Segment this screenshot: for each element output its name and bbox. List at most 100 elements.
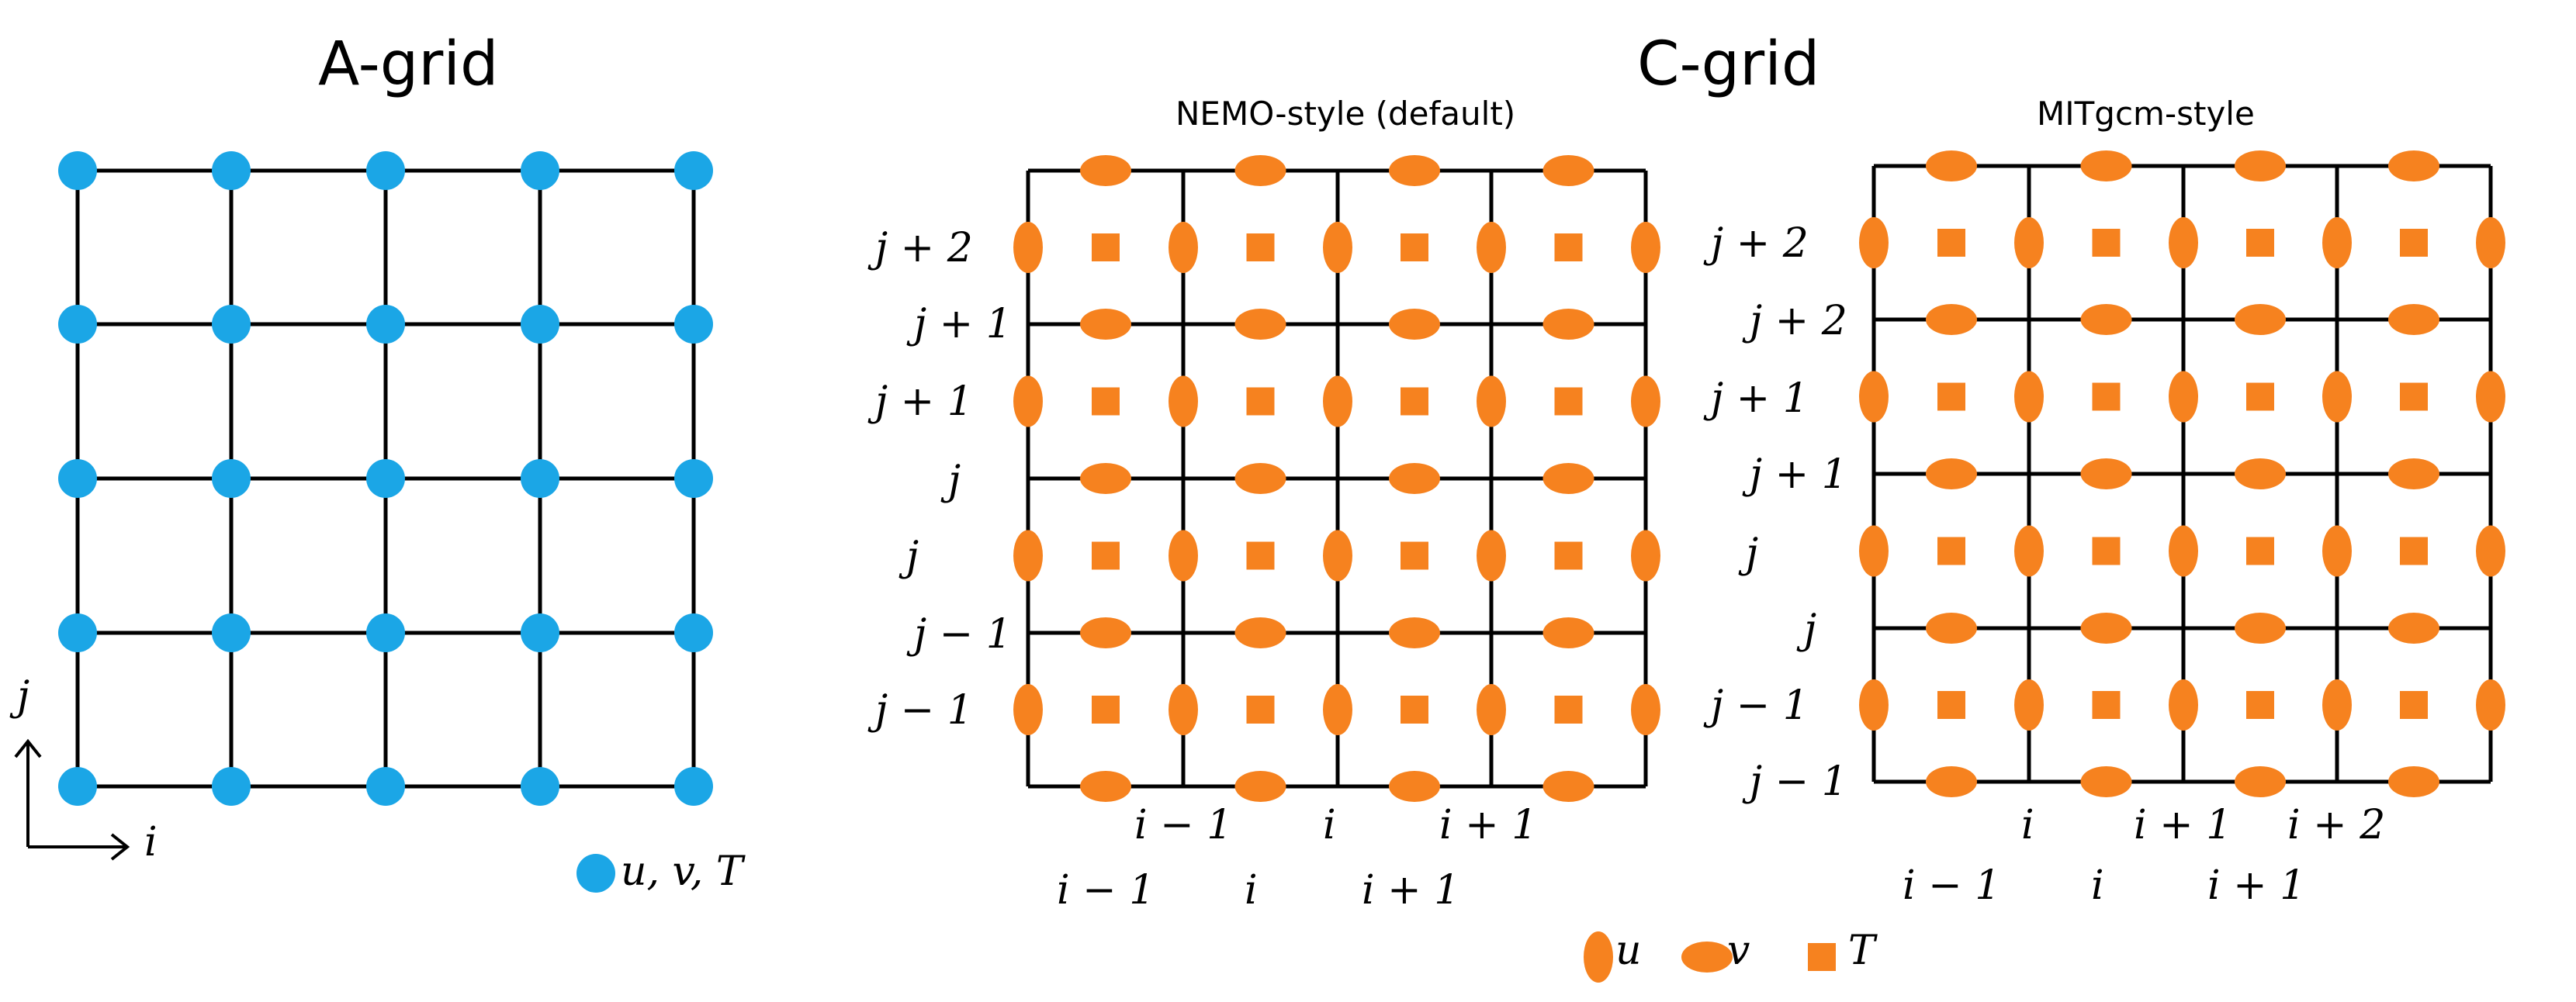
agrid-node [58, 613, 97, 652]
nemo-t-point [1401, 696, 1428, 724]
mitgcm-v-point [1926, 150, 1977, 181]
nemo-v-point [1080, 617, 1131, 648]
mitgcm-col-label: i + 1 [2207, 862, 2306, 909]
nemo-v-point [1234, 617, 1286, 648]
nemo-t-point [1401, 233, 1428, 261]
mitgcm-v-point [2235, 304, 2286, 335]
mitgcm-v-point [1926, 458, 1977, 489]
nemo-row-label: j + 1 [914, 301, 1012, 347]
mitgcm-v-point [2080, 613, 2132, 644]
mitgcm-v-point [2388, 304, 2439, 335]
nemo-u-point [1477, 530, 1506, 582]
mitgcm-t-point [1937, 537, 1965, 565]
mitgcm-subtitle: MITgcm-style [2037, 95, 2255, 133]
legend-u-label: u [1615, 928, 1642, 974]
nemo-t-point [1246, 696, 1275, 724]
nemo-u-point [1169, 222, 1198, 273]
mitgcm-u-point [2322, 371, 2352, 423]
mitgcm-v-point [2388, 766, 2439, 797]
nemo-u-point [1013, 375, 1043, 427]
nemo-t-point [1554, 233, 1583, 261]
nemo-col-label: i − 1 [1057, 867, 1155, 914]
nemo-u-point [1323, 375, 1352, 427]
nemo-v-point [1389, 155, 1440, 186]
cgrid-title: C-grid [1637, 29, 1820, 99]
nemo-u-point [1169, 530, 1198, 582]
mitgcm-u-point [2014, 679, 2044, 731]
mitgcm-u-point [2014, 525, 2044, 577]
agrid-node [521, 305, 559, 344]
mitgcm-col-label: i [2021, 802, 2034, 848]
mitgcm-u-point [2014, 371, 2044, 423]
nemo-t-point [1092, 387, 1120, 416]
nemo-v-point [1234, 155, 1286, 186]
nemo-u-point [1631, 375, 1660, 427]
mitgcm-v-point [1926, 304, 1977, 335]
nemo-row-label: j [906, 534, 919, 580]
nemo-u-point [1013, 530, 1043, 582]
mitgcm-u-point [2322, 217, 2352, 268]
nemo-u-point [1477, 375, 1506, 427]
mitgcm-u-point [2322, 679, 2352, 731]
nemo-row-label: j − 1 [875, 687, 973, 734]
legend-u-symbol [1584, 931, 1613, 983]
nemo-u-point [1477, 222, 1506, 273]
mitgcm-v-point [2080, 150, 2132, 181]
mitgcm-t-point [2246, 382, 2274, 411]
legend-v-label: v [1727, 928, 1750, 974]
mitgcm-v-point [1926, 613, 1977, 644]
mitgcm-t-point [2246, 691, 2274, 719]
nemo-u-point [1169, 375, 1198, 427]
agrid-node [58, 305, 97, 344]
nemo-v-point [1234, 309, 1286, 340]
mitgcm-u-point [2169, 371, 2198, 423]
mitgcm-v-point [2080, 304, 2132, 335]
nemo-u-point [1631, 222, 1660, 273]
agrid-node [674, 151, 713, 190]
nemo-v-point [1234, 463, 1286, 494]
agrid-node [674, 305, 713, 344]
mitgcm-u-point [2322, 525, 2352, 577]
agrid-legend-dot [576, 854, 615, 893]
mitgcm-v-point [2235, 613, 2286, 644]
mitgcm-v-point [2388, 458, 2439, 489]
agrid-node [212, 151, 251, 190]
nemo-t-point [1246, 387, 1275, 416]
mitgcm-v-point [1926, 766, 1977, 797]
mitgcm-t-point [2400, 229, 2428, 257]
legend-t-label: T [1848, 928, 1875, 974]
agrid-node [521, 459, 559, 498]
mitgcm-u-point [1859, 371, 1889, 423]
agrid-legend-label: u, v, T [621, 848, 743, 895]
nemo-v-point [1542, 155, 1594, 186]
nemo-t-point [1554, 387, 1583, 416]
nemo-u-point [1013, 684, 1043, 735]
nemo-t-point [1401, 387, 1428, 416]
nemo-col-label: i + 1 [1439, 802, 1538, 848]
nemo-u-point [1323, 530, 1352, 582]
mitgcm-v-point [2388, 613, 2439, 644]
nemo-t-point [1554, 541, 1583, 570]
nemo-v-point [1080, 155, 1131, 186]
mitgcm-v-point [2235, 766, 2286, 797]
agrid-node [674, 767, 713, 806]
mitgcm-u-point [2169, 679, 2198, 731]
mitgcm-t-point [1937, 691, 1965, 719]
mitgcm-col-label: i − 1 [1903, 862, 2001, 909]
nemo-v-point [1080, 309, 1131, 340]
nemo-row-label: j [948, 458, 961, 504]
mitgcm-t-point [1937, 382, 1965, 411]
nemo-t-point [1092, 233, 1120, 261]
agrid-axis-i-label: i [144, 819, 158, 866]
nemo-col-label: i − 1 [1134, 802, 1233, 848]
agrid-node [58, 767, 97, 806]
nemo-col-label: i [1245, 867, 1258, 914]
agrid-node [58, 151, 97, 190]
mitgcm-u-point [2169, 525, 2198, 577]
mitgcm-t-point [2400, 382, 2428, 411]
mitgcm-row-label: j [1746, 530, 1759, 577]
nemo-t-point [1246, 233, 1275, 261]
mitgcm-t-point [1937, 229, 1965, 257]
agrid-node [521, 151, 559, 190]
